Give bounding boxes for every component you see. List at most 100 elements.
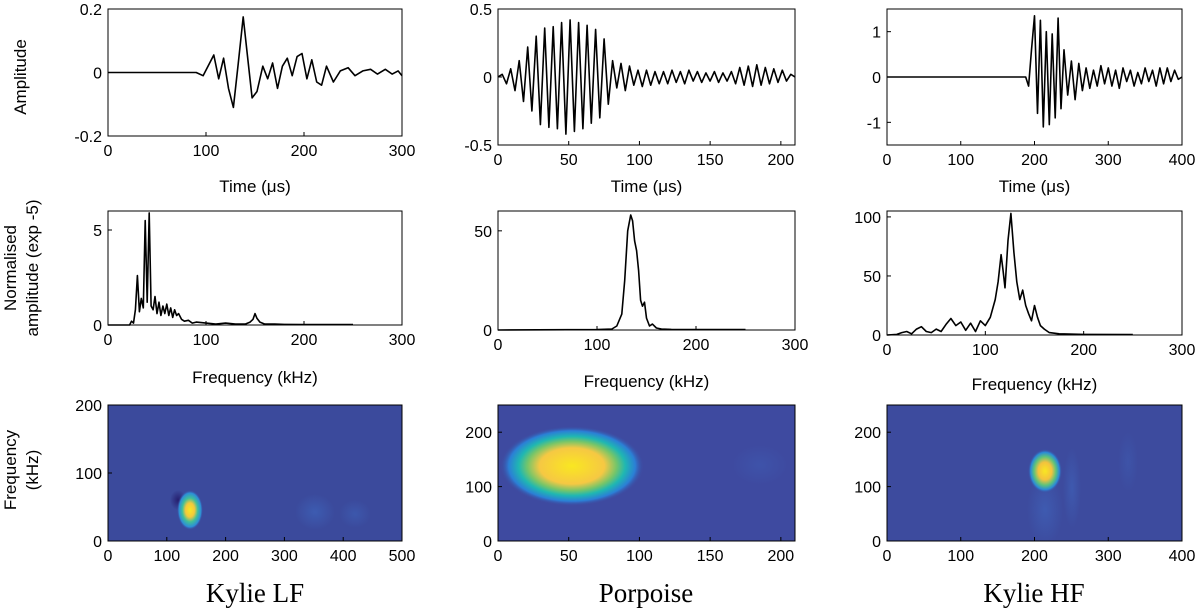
heatmap-lf [108,405,402,541]
x-tick-label: 200 [291,332,318,349]
y-tick-label: 100 [75,466,102,483]
x-tick-label: 300 [271,548,298,565]
heatmap-hf-lower-arc [1027,474,1063,541]
y-tick-label: 5 [93,223,102,240]
heatmap-hf [887,405,1182,541]
x-tick-label: 300 [389,143,416,160]
heatmap-porpoise-energy-peak [500,426,644,506]
x-axis-label: Time (μs) [219,177,291,196]
caption-kylie-hf: Kylie HF [983,578,1084,608]
x-tick-label: 300 [389,332,416,349]
series-line [887,15,1183,128]
panel-porpoise-spectrogram-frame [497,404,796,542]
y-tick-label: 200 [75,398,102,415]
row3-ylabel-line2: (kHz) [23,450,42,491]
x-tick-label: 150 [697,152,724,169]
y-tick-label: 50 [863,269,881,286]
x-tick-label: 0 [883,548,892,565]
panel-hf-waveform: 0 100 200 300 400 -1 0 1 Time (μs) [867,15,1196,196]
panel-lf-spectrogram: 0 100 200 300 400 500 0 100 200 [75,398,415,565]
y-tick-label: 0 [872,534,881,551]
y-tick-label: 0 [483,534,492,551]
y-tick-label: 100 [854,210,881,227]
x-tick-label: 0 [883,342,892,359]
x-tick-label: 200 [768,152,795,169]
x-tick-label: 0 [883,152,892,169]
y-tick-label: 0 [93,318,102,335]
series-line [886,212,1133,336]
y-tick-label: -0.5 [464,138,492,155]
panel-porpoise-spectrum: 0 100 200 300 0 50 Frequency (kHz) [474,214,809,391]
y-tick-label: 0 [872,70,881,87]
caption-porpoise: Porpoise [599,578,694,608]
y-tick-label: 100 [854,480,881,497]
x-tick-label: 400 [330,548,357,565]
y-tick-label: 200 [854,425,881,442]
y-tick-label: 0 [483,323,492,340]
x-tick-label: 100 [193,143,220,160]
x-axis-label: Frequency (kHz) [972,375,1098,394]
x-tick-label: 150 [697,548,724,565]
panel-porpoise-spectrogram: 0 50 100 150 200 0 100 200 [465,425,794,565]
x-tick-label: 200 [212,548,239,565]
x-tick-label: 200 [291,143,318,160]
x-tick-label: 50 [560,152,578,169]
heatmap-hf-energy-peak [1028,449,1062,493]
x-tick-label: 0 [104,143,113,160]
y-tick-label: -1 [867,115,881,132]
heatmap-lf-energy-peak [177,490,203,530]
heatmap-hf-stripe [1063,448,1081,528]
panel-hf-spectrum: 0 100 200 300 0 50 100 Frequency (kHz) [854,210,1195,394]
x-tick-label: 200 [768,548,795,565]
x-tick-label: 100 [626,548,653,565]
y-tick-label: 100 [465,480,492,497]
x-tick-label: 300 [1095,548,1122,565]
row2-ylabel-line2: amplitude (exp -5) [23,199,42,336]
y-tick-label: 0 [872,328,881,345]
series-line [497,214,746,331]
x-tick-label: 300 [1095,152,1122,169]
x-tick-label: 400 [1169,152,1196,169]
x-tick-label: 0 [494,548,503,565]
heatmap-hf-faint-spot [1118,432,1138,492]
panel-hf-spectrum-frame [886,210,1183,336]
panel-porpoise-spectrum-frame [497,210,796,331]
heatmap-lf-faint-spot [339,500,371,528]
x-tick-label: 200 [1021,152,1048,169]
x-tick-label: 300 [782,337,809,354]
series-line [108,16,403,109]
x-tick-label: 0 [104,332,113,349]
x-tick-label: 50 [560,548,578,565]
x-tick-label: 100 [972,342,999,359]
x-tick-label: 500 [389,548,416,565]
y-tick-label: -0.2 [74,129,102,146]
panel-lf-spectrum: 0 100 200 300 0 5 Frequency (kHz) [93,212,416,387]
panel-hf-spectrogram: 0 100 200 300 400 0 100 200 [854,425,1195,565]
y-tick-label: 200 [465,425,492,442]
x-tick-label: 100 [153,548,180,565]
row2-ylabel-line1: Normalised [1,225,20,311]
x-axis-label: Time (μs) [611,177,683,196]
caption-kylie-lf: Kylie LF [206,578,304,608]
series-line [108,212,353,326]
row1-ylabel: Amplitude [11,39,30,115]
series-line [497,19,796,135]
x-tick-label: 100 [626,152,653,169]
x-tick-label: 0 [494,337,503,354]
y-tick-label: 0.5 [470,2,492,19]
heatmap-lf-faint-spot [295,494,335,530]
x-tick-label: 100 [193,332,220,349]
x-tick-label: 200 [1070,342,1097,359]
y-tick-label: 0 [483,70,492,87]
x-axis-label: Frequency (kHz) [584,372,710,391]
heatmap-porpoise-faint-spot [732,445,788,485]
x-tick-label: 0 [104,548,113,565]
x-tick-label: 300 [1169,342,1196,359]
y-tick-label: 1 [872,25,881,42]
x-tick-label: 200 [1021,548,1048,565]
y-tick-label: 0.2 [80,2,102,19]
y-tick-label: 50 [474,224,492,241]
